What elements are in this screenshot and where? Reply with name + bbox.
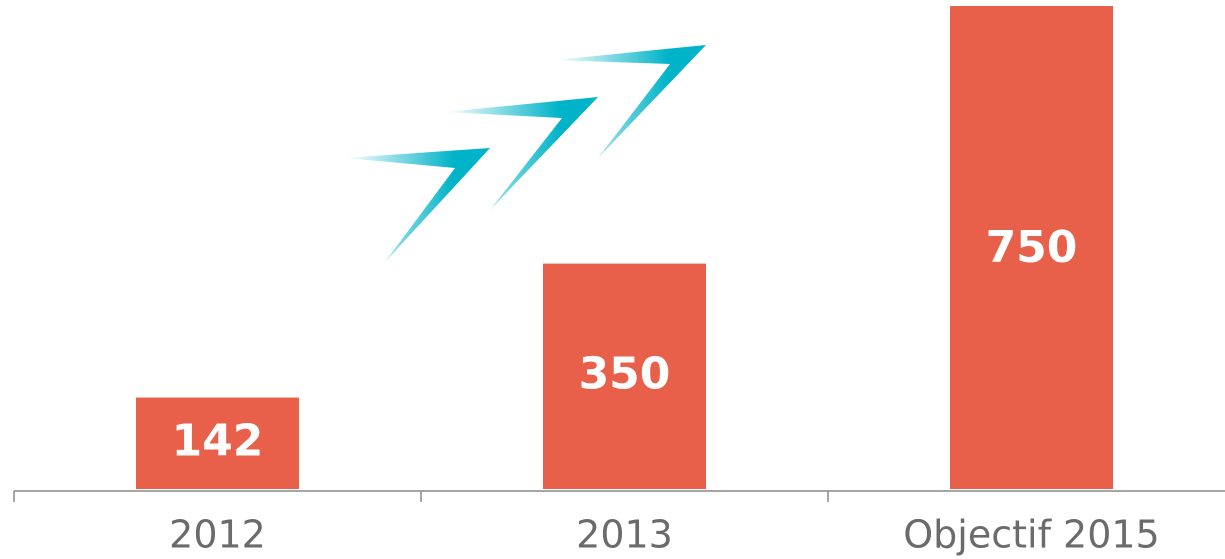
data-label: 142	[172, 415, 264, 466]
bar	[543, 263, 706, 489]
plot: 2012 142 2013 350 Objectif 2015 750	[13, 6, 1160, 557]
arrows-decoration	[345, 45, 706, 262]
bar	[950, 6, 1113, 489]
bar	[136, 397, 299, 489]
data-label: 350	[579, 348, 671, 399]
x-tick-label: 2013	[576, 513, 673, 557]
data-label: 750	[986, 222, 1078, 273]
chevron	[555, 45, 706, 158]
x-tick-label: Objectif 2015	[903, 513, 1159, 557]
chevron	[445, 97, 598, 210]
x-tick-label: 2012	[169, 513, 266, 557]
chevron	[345, 148, 490, 262]
